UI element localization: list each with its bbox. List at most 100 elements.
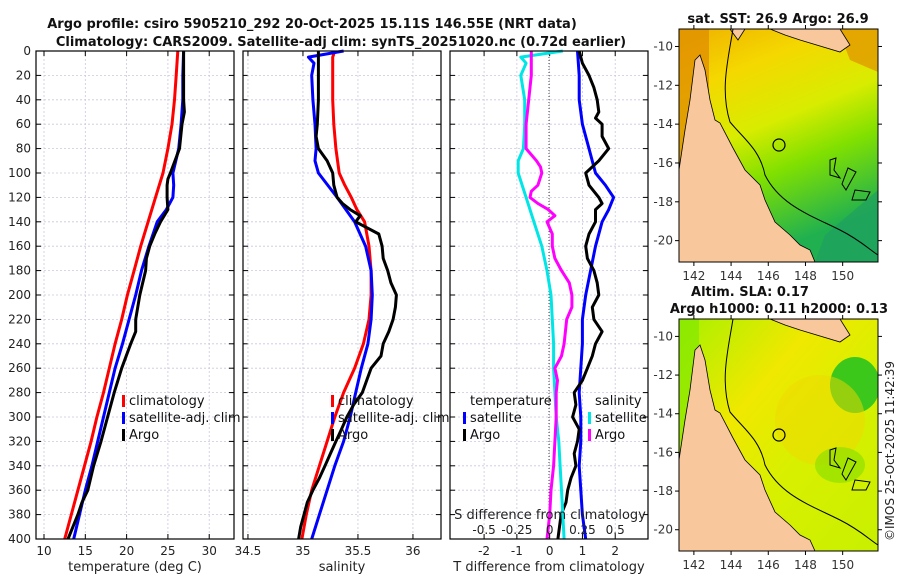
lon-tick-label: 148 [794,269,817,283]
legend-swatch-t-argo [463,429,466,441]
salinity-grid [243,50,441,540]
legend-label-s-satellite: satellite [595,411,647,426]
series-line-satellite-adj-clim [306,49,374,540]
lat-tick-label: -20 [653,523,673,537]
s-tick-label: 0 [546,523,554,537]
x-tick-label: 30 [202,544,217,558]
legend-swatch-t-satellite [463,412,466,424]
x-tick-label: 35 [295,544,310,558]
legend-label-s-argo: Argo [595,428,625,443]
series-line-salinity-argo [524,51,574,540]
lat-tick-label: -16 [653,445,673,459]
depth-tick-label: 40 [16,93,31,107]
sla-low-south [815,447,865,483]
salinity-xlabel: salinity [319,560,366,575]
depth-tick-label: 380 [8,508,31,522]
x-tick-label: 0 [546,544,554,558]
legend-title-temperature: temperature [470,394,552,409]
depth-tick-label: 160 [8,239,31,253]
sla-map: Altim. SLA: 0.17 Argo h1000: 0.11 h2000:… [653,285,888,572]
lat-tick-label: -14 [653,117,673,131]
argo-position-marker [772,428,786,442]
difference-lines [516,49,616,540]
t-difference-axis-ticks: -2 -1 0 1 2 [478,544,619,558]
salinity-legend: climatology satellite-adj. clim Argo [331,394,450,443]
salinity-axes-frame [242,50,442,540]
series-line-climatology [300,50,373,540]
temperature-legend: climatology satellite-adj. clim Argo [122,394,241,443]
temperature-panel: 0 20 40 60 80 100 120 140 160 180 200 220 240 260 280 3… [8,44,241,575]
depth-tick-label: 80 [16,142,31,156]
legend-label-climatology: climatology [129,394,205,409]
depth-axis-ticks: 0 20 40 60 80 100 120 140 160 180 200 220 240 260 280 3… [8,44,31,546]
x-tick-label: -2 [478,544,490,558]
depth-tick-label: 300 [8,410,31,424]
lon-tick-label: 150 [831,269,854,283]
depth-tick-label: 360 [8,483,31,497]
depth-tick-label: 120 [8,190,31,204]
sst-map-title: sat. SST: 26.9 Argo: 26.9 [687,12,868,27]
land-papua [769,29,851,53]
lon-tick-label: 148 [794,558,817,572]
lat-tick-label: -12 [653,78,673,92]
difference-panel: -2 -1 0 1 2 -0.5 -0.25 0 0.25 0.5 S difference f… [449,49,649,575]
land-queensland [679,54,816,262]
s-difference-axis-ticks: -0.5 -0.25 0 0.25 0.5 [472,523,624,537]
temperature-axes-frame [35,50,235,540]
depth-tick-label: 20 [16,68,31,82]
sst-map-field [679,29,878,262]
copyright-timestamp: ©IMOS 25-Oct-2025 11:42:39 [883,361,897,541]
x-tick-label: -1 [511,544,523,558]
reefs [829,447,871,491]
sla-map-title-line2: Argo h1000: 0.11 h2000: 0.13 [670,302,888,317]
legend-swatch-s-satellite [588,412,591,424]
temperature-axis-ticks: 10 15 20 25 30 [36,544,216,558]
s-tick-label: -0.25 [501,523,532,537]
x-tick-label: 10 [36,544,51,558]
lat-tick-label: -12 [653,368,673,382]
depth-tick-label: 180 [8,264,31,278]
sst-map-ticks: 142 144 146 148 150 -10 -12 -14 -16 -18 -20 [653,25,882,283]
lon-tick-label: 142 [682,558,705,572]
s-tick-label: -0.5 [472,523,495,537]
legend-label-argo: Argo [129,428,159,443]
lat-tick-label: -20 [653,234,673,248]
lat-tick-label: -14 [653,407,673,421]
lon-tick-label: 142 [682,269,705,283]
argo-position-marker [772,138,786,152]
depth-tick-label: 200 [8,288,31,302]
legend-label-satellite-adj: satellite-adj. clim [129,411,241,426]
lon-tick-label: 144 [720,269,743,283]
lat-tick-label: -18 [653,195,673,209]
reefs [829,157,871,201]
salinity-panel: 34.5 35 35.5 36 salinity climatology satell… [235,49,450,575]
salinity-axis-ticks: 34.5 35 35.5 36 [235,544,421,558]
depth-tick-label: 340 [8,459,31,473]
x-tick-label: 20 [119,544,134,558]
depth-tick-label: 400 [8,532,31,546]
series-line-temperature-satellite [576,50,616,540]
legend-label-satellite-adj: satellite-adj. clim [338,411,450,426]
series-line-climatology [63,50,180,540]
sla-map-field [679,319,878,551]
s-tick-label: 0.25 [569,523,596,537]
land-papua [769,319,851,343]
sst-map: sat. SST: 26.9 Argo: 26.9 [653,12,882,283]
series-line-temperature-argo [556,50,611,540]
legend-label-t-argo: Argo [470,428,500,443]
legend-swatch-climatology [331,395,334,407]
depth-tick-label: 100 [8,166,31,180]
land-queensland [679,344,816,551]
depth-tick-label: 140 [8,215,31,229]
difference-legend: temperature satellite Argo salinity sate… [463,394,647,443]
depth-tick-label: 60 [16,117,31,131]
lat-tick-label: -18 [653,484,673,498]
lat-tick-label: -10 [653,39,673,53]
x-tick-label: 35.5 [345,544,372,558]
legend-swatch-satellite-adj [122,412,125,424]
depth-tick-label: 240 [8,337,31,351]
sla-map-ticks: 142 144 146 148 150 -10 -12 -14 -16 -18 -20 [653,315,882,572]
lat-tick-label: -16 [653,156,673,170]
t-difference-xlabel: T difference from climatology [452,560,645,575]
